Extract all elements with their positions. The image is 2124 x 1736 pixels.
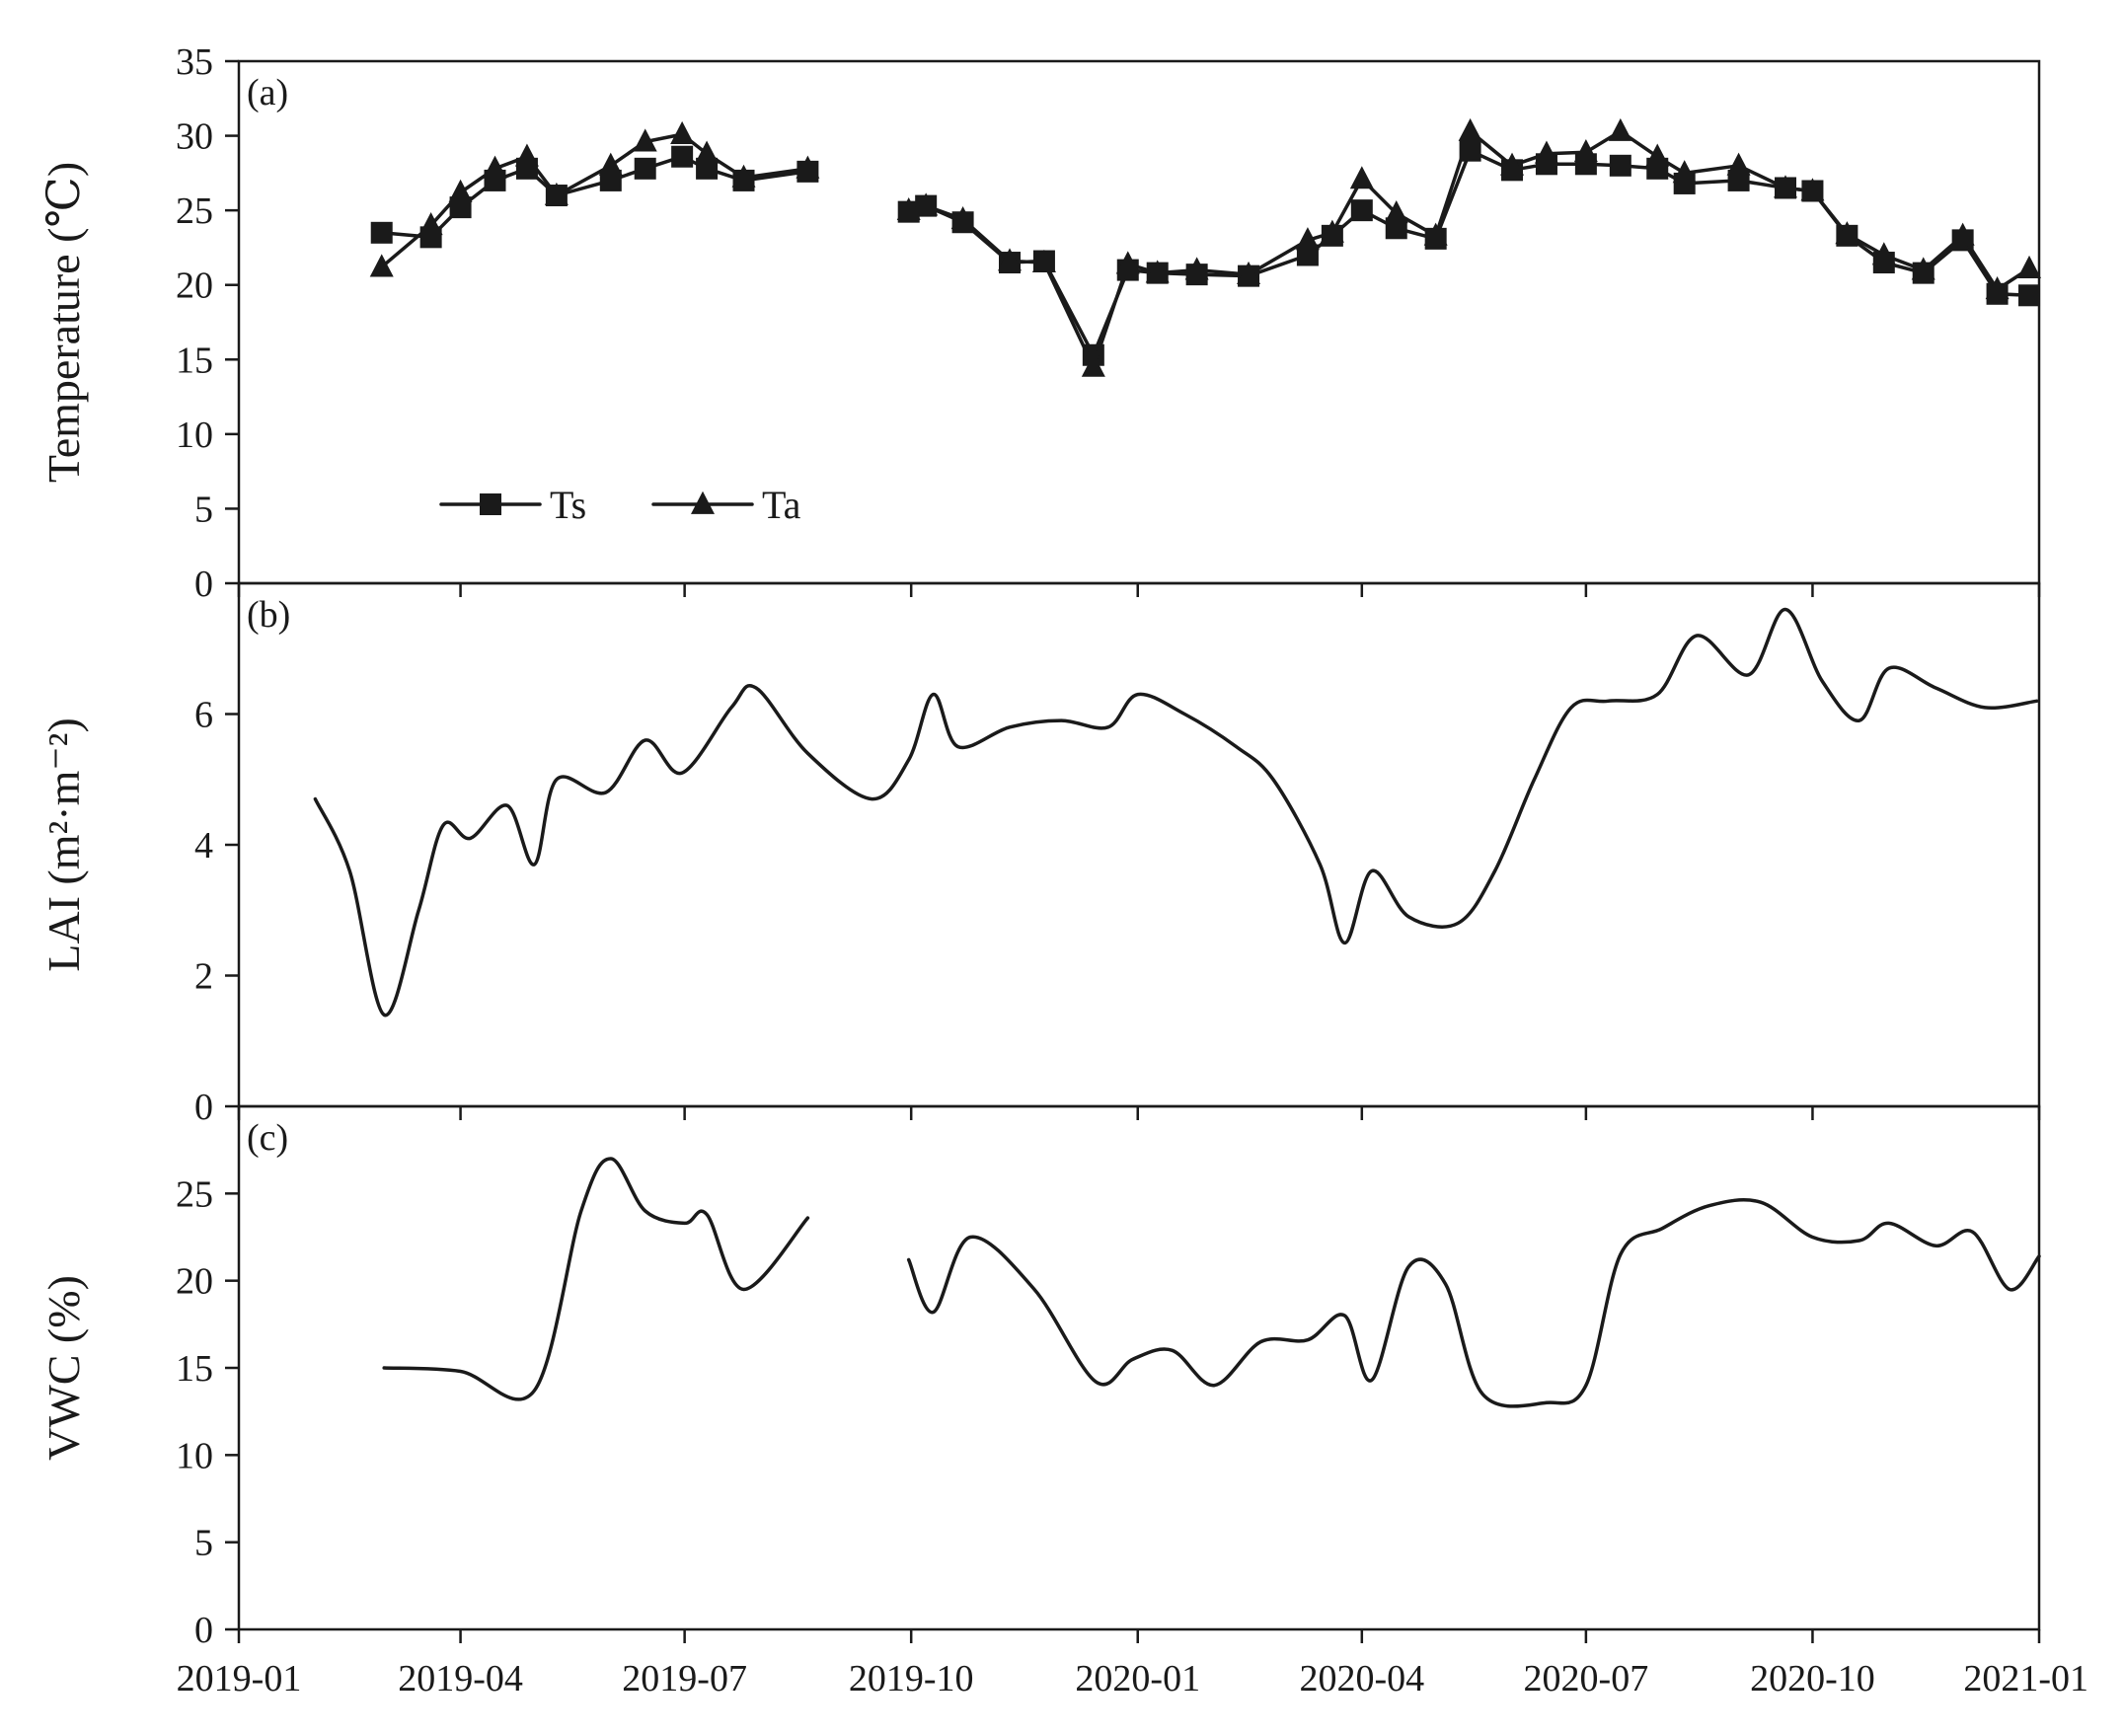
y-tick-label: 20	[176, 265, 213, 307]
data-point-ta	[1726, 152, 1751, 176]
data-point-ts	[1350, 199, 1373, 222]
data-point-ta	[1320, 219, 1344, 243]
data-point-ta	[695, 140, 720, 164]
data-point-ta	[1384, 199, 1408, 224]
y-tick-label: 30	[176, 116, 213, 158]
x-tick-label: 2020-04	[1299, 1658, 1424, 1699]
series-line-ts	[906, 148, 2031, 357]
panel-label: (b)	[247, 594, 290, 636]
y-tick-label: 4	[194, 825, 213, 867]
legend-label-ts: Ts	[550, 483, 586, 527]
y-tick-label: 35	[176, 41, 213, 83]
data-point-ta	[1835, 221, 1859, 245]
legend-label-ta: Ta	[762, 483, 801, 527]
x-tick-label: 2019-04	[398, 1658, 523, 1699]
data-point-ta	[914, 192, 939, 216]
legend-marker-ta	[691, 491, 715, 514]
data-point-ta	[950, 206, 975, 230]
panel-label: (a)	[247, 72, 288, 113]
x-tick-label: 2021-01	[1963, 1658, 2088, 1699]
data-point-ta	[1985, 276, 2010, 300]
data-point-ta	[1145, 260, 1170, 283]
y-axis-label: VWC (%)	[38, 1275, 89, 1461]
x-tick-label: 2019-10	[849, 1658, 974, 1699]
y-tick-label: 0	[194, 564, 213, 605]
data-point-ta	[1458, 117, 1482, 141]
y-tick-label: 15	[176, 1348, 213, 1390]
data-point-ta	[1031, 249, 1056, 272]
data-point-ta	[1608, 117, 1632, 141]
y-tick-label: 10	[176, 415, 213, 456]
data-point-ta	[1184, 257, 1209, 280]
y-tick-label: 6	[194, 695, 213, 736]
data-point-ts	[671, 145, 694, 168]
x-tick-label: 2019-07	[622, 1658, 747, 1699]
x-tick-label: 2020-07	[1524, 1658, 1649, 1699]
series-line-main	[313, 607, 2039, 1018]
plot-frame	[237, 581, 2041, 1108]
series-line-main	[382, 1157, 810, 1401]
panel-a-temperature: 0 5 10 15 20 25 30 35 Temperature (℃) (a) Ts Ta	[38, 41, 2042, 605]
x-tick-label: 2020-01	[1075, 1658, 1200, 1699]
data-point-ta	[731, 164, 756, 188]
y-tick-label: 5	[194, 1523, 213, 1564]
data-point-ta	[1115, 251, 1140, 274]
data-point-ta	[418, 212, 443, 236]
data-point-ta	[1295, 227, 1320, 251]
data-point-ta	[2017, 255, 2042, 278]
y-tick-label: 15	[176, 340, 213, 381]
data-point-ta	[998, 248, 1023, 271]
panel-c-vwc: 0 5 10 15 20 25 2019-01 2019-04 2019-07 2019-10 20…	[38, 1104, 2088, 1699]
data-point-ta	[1081, 353, 1105, 377]
data-point-ta	[598, 152, 623, 176]
panel-b-lai: 0 2 4 6 LAI (m²·m⁻²) (b)	[38, 581, 2041, 1128]
y-axis-label: Temperature (℃)	[38, 162, 89, 483]
data-point-ta	[670, 120, 695, 144]
panel-label: (c)	[247, 1117, 288, 1159]
data-point-ts	[370, 221, 393, 244]
plot-frame	[237, 1104, 2041, 1631]
data-point-ta	[1573, 138, 1598, 163]
y-axis-label: LAI (m²·m⁻²)	[38, 717, 89, 972]
y-tick-label: 25	[176, 1173, 213, 1215]
data-point-ta	[896, 196, 921, 221]
series-line-main	[906, 1198, 2041, 1408]
y-tick-label: 5	[194, 489, 213, 530]
data-point-ta	[1800, 178, 1825, 201]
data-point-ta	[448, 179, 473, 202]
legend-marker-ts	[480, 493, 501, 515]
y-tick-label: 10	[176, 1435, 213, 1476]
data-point-ta	[1534, 140, 1558, 164]
data-point-ta	[1911, 257, 1935, 280]
data-point-ta	[1645, 143, 1670, 167]
data-point-ta	[1672, 160, 1697, 184]
data-point-ta	[514, 143, 539, 167]
y-tick-label: 0	[194, 1610, 213, 1651]
x-tick-label: 2020-10	[1750, 1658, 1875, 1699]
series-line-ta	[906, 129, 2031, 369]
data-point-ts	[634, 157, 656, 180]
data-point-ta	[1349, 166, 1374, 189]
data-point-ta	[1773, 175, 1797, 198]
data-point-ta	[1237, 261, 1261, 285]
data-point-ts	[1609, 154, 1631, 177]
y-tick-label: 20	[176, 1261, 213, 1303]
data-point-ta	[1423, 222, 1448, 246]
data-point-ta	[1500, 152, 1525, 176]
series-line-ta	[379, 132, 810, 269]
data-point-ta	[1871, 242, 1896, 265]
data-point-ts	[2018, 284, 2041, 307]
data-point-ta	[796, 155, 820, 179]
data-point-ta	[544, 182, 569, 205]
data-point-ta	[1950, 222, 1975, 246]
data-point-ta	[633, 128, 657, 152]
y-tick-label: 25	[176, 190, 213, 232]
data-point-ta	[483, 155, 507, 179]
data-point-ta	[369, 254, 394, 277]
y-tick-label: 0	[194, 1087, 213, 1128]
x-tick-label: 2019-01	[177, 1658, 302, 1699]
y-tick-label: 2	[194, 956, 213, 998]
